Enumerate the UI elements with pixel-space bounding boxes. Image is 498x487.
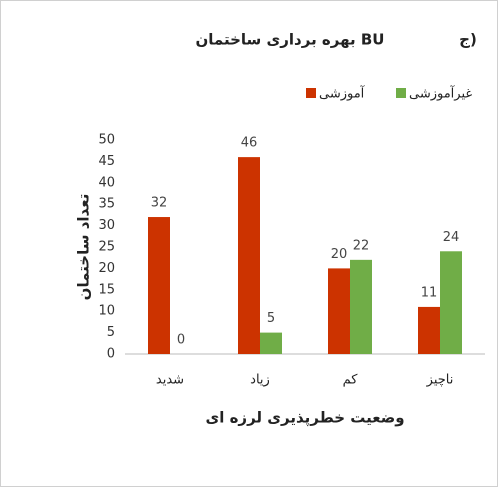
value-label: 0 [177,333,185,348]
y-tick-label: 45 [98,154,115,169]
value-label: 32 [151,196,168,211]
bar [238,157,260,354]
value-label: 24 [443,230,460,245]
bar [328,268,350,354]
y-axis-label: تعداد ساختمان [75,194,93,301]
x-tick-label: کم [343,373,359,388]
y-tick-label: 5 [107,325,115,340]
bar [440,251,462,354]
value-label: 46 [241,136,258,151]
value-label: 22 [353,238,370,253]
value-label: 5 [267,311,275,326]
y-tick-label: 20 [98,261,115,276]
y-tick-label: 10 [98,304,115,319]
panel-label: ج) [459,31,477,49]
value-label: 20 [331,247,348,262]
chart-title: بهره برداری ساختمان BU [195,31,384,49]
x-tick-label: ناچیز [426,373,454,388]
legend-swatch [306,88,316,98]
legend-swatch [396,88,406,98]
y-tick-label: 50 [98,133,115,148]
y-tick-label: 15 [98,282,115,297]
bar [350,259,372,354]
value-label: 11 [421,285,438,300]
y-tick-label: 40 [98,175,115,190]
bar [148,217,170,354]
legend-label: آموزشی [319,85,366,102]
x-tick-label: شدید [156,373,184,388]
bar [260,332,282,354]
legend-label: غیرآموزشی [409,85,472,102]
y-tick-label: 25 [98,240,115,255]
x-tick-label: زیاد [250,373,270,388]
bar [418,306,440,354]
y-tick-label: 0 [107,347,115,362]
y-tick-label: 35 [98,197,115,212]
x-axis-label: وضعیت خطرپذیری لرزه ای [205,409,404,428]
y-tick-label: 30 [98,218,115,233]
